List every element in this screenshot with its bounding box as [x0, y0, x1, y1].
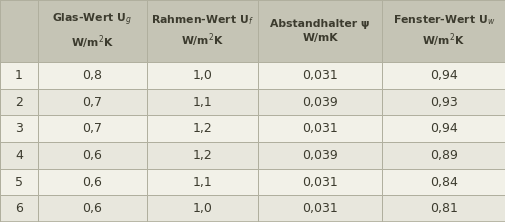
- Bar: [258, 169, 381, 195]
- Text: 1,2: 1,2: [192, 122, 212, 135]
- Bar: [146, 0, 258, 62]
- Text: Abstandhalter ψ
W/mK: Abstandhalter ψ W/mK: [270, 20, 369, 43]
- Bar: [258, 142, 381, 169]
- Text: 0,81: 0,81: [429, 202, 457, 215]
- Text: 1: 1: [15, 69, 23, 82]
- Text: Fenster-Wert U$_w$
W/m$^2$K: Fenster-Wert U$_w$ W/m$^2$K: [392, 13, 494, 50]
- Bar: [0, 62, 38, 89]
- Text: 3: 3: [15, 122, 23, 135]
- Text: 0,031: 0,031: [301, 176, 337, 188]
- Bar: [38, 89, 146, 115]
- Text: 0,94: 0,94: [429, 122, 457, 135]
- Bar: [146, 195, 258, 222]
- Text: 0,6: 0,6: [82, 176, 102, 188]
- Bar: [258, 89, 381, 115]
- Bar: [381, 169, 505, 195]
- Bar: [381, 115, 505, 142]
- Bar: [38, 195, 146, 222]
- Bar: [146, 142, 258, 169]
- Text: 2: 2: [15, 96, 23, 109]
- Text: 0,6: 0,6: [82, 149, 102, 162]
- Text: 1,0: 1,0: [192, 202, 212, 215]
- Bar: [381, 89, 505, 115]
- Text: 0,93: 0,93: [429, 96, 457, 109]
- Bar: [0, 115, 38, 142]
- Bar: [0, 195, 38, 222]
- Bar: [38, 115, 146, 142]
- Text: 0,89: 0,89: [429, 149, 457, 162]
- Bar: [381, 62, 505, 89]
- Text: 0,7: 0,7: [82, 122, 102, 135]
- Bar: [381, 195, 505, 222]
- Text: 6: 6: [15, 202, 23, 215]
- Bar: [146, 62, 258, 89]
- Text: Glas-Wert U$_g$
W/m$^2$K: Glas-Wert U$_g$ W/m$^2$K: [52, 12, 132, 51]
- Text: 1,1: 1,1: [192, 176, 212, 188]
- Bar: [0, 89, 38, 115]
- Text: 0,031: 0,031: [301, 202, 337, 215]
- Text: Rahmen-Wert U$_f$
W/m$^2$K: Rahmen-Wert U$_f$ W/m$^2$K: [151, 13, 253, 50]
- Bar: [0, 0, 38, 62]
- Bar: [146, 115, 258, 142]
- Text: 0,039: 0,039: [301, 149, 337, 162]
- Text: 0,6: 0,6: [82, 202, 102, 215]
- Text: 0,031: 0,031: [301, 122, 337, 135]
- Bar: [0, 142, 38, 169]
- Text: 4: 4: [15, 149, 23, 162]
- Text: 1,2: 1,2: [192, 149, 212, 162]
- Text: 0,7: 0,7: [82, 96, 102, 109]
- Bar: [258, 115, 381, 142]
- Bar: [258, 0, 381, 62]
- Text: 0,039: 0,039: [301, 96, 337, 109]
- Bar: [0, 169, 38, 195]
- Text: 5: 5: [15, 176, 23, 188]
- Bar: [38, 0, 146, 62]
- Text: 0,94: 0,94: [429, 69, 457, 82]
- Text: 0,8: 0,8: [82, 69, 102, 82]
- Bar: [38, 62, 146, 89]
- Text: 0,031: 0,031: [301, 69, 337, 82]
- Text: 1,0: 1,0: [192, 69, 212, 82]
- Bar: [38, 142, 146, 169]
- Bar: [258, 62, 381, 89]
- Bar: [258, 195, 381, 222]
- Bar: [381, 142, 505, 169]
- Bar: [146, 169, 258, 195]
- Text: 0,84: 0,84: [429, 176, 457, 188]
- Bar: [381, 0, 505, 62]
- Text: 1,1: 1,1: [192, 96, 212, 109]
- Bar: [38, 169, 146, 195]
- Bar: [146, 89, 258, 115]
